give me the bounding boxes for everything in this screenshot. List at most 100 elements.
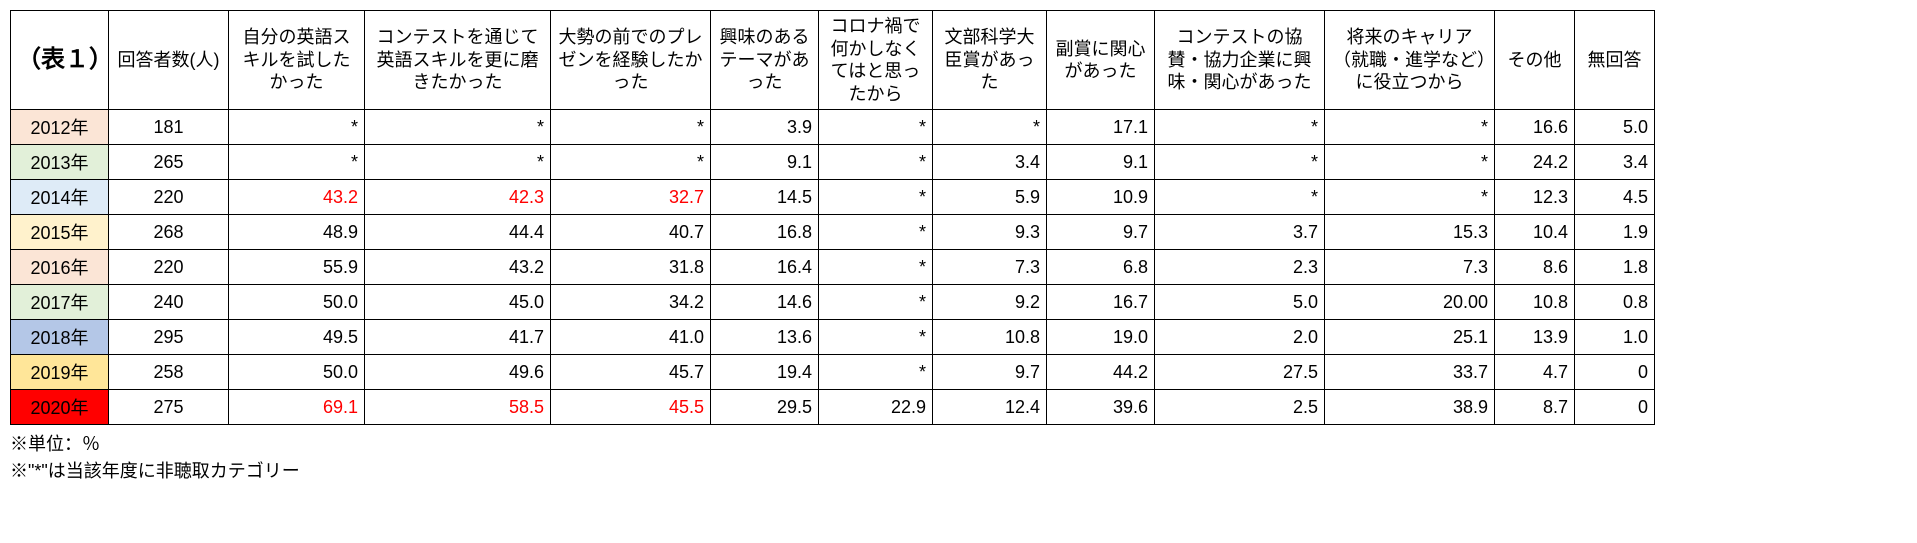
value-cell: 29.5	[711, 390, 819, 425]
value-cell: 10.8	[933, 320, 1047, 355]
value-cell: 49.6	[365, 355, 551, 390]
column-header: コンテストを通じて英語スキルを更に磨きたかった	[365, 11, 551, 110]
value-cell: 50.0	[229, 355, 365, 390]
column-header: 自分の英語スキルを試したかった	[229, 11, 365, 110]
value-cell: 40.7	[551, 215, 711, 250]
value-cell: 38.9	[1325, 390, 1495, 425]
value-cell: 1.9	[1575, 215, 1655, 250]
footnote-line: ※"*"は当該年度に非聴取カテゴリー	[10, 458, 1907, 485]
value-cell: 1.8	[1575, 250, 1655, 285]
value-cell: 9.1	[1047, 145, 1155, 180]
value-cell: *	[365, 110, 551, 145]
value-cell: 41.7	[365, 320, 551, 355]
value-cell: 9.3	[933, 215, 1047, 250]
value-cell: *	[1325, 110, 1495, 145]
respondents-cell: 295	[109, 320, 229, 355]
value-cell: 27.5	[1155, 355, 1325, 390]
value-cell: 50.0	[229, 285, 365, 320]
year-cell: 2017年	[11, 285, 109, 320]
value-cell: 7.3	[1325, 250, 1495, 285]
value-cell: 58.5	[365, 390, 551, 425]
value-cell: 34.2	[551, 285, 711, 320]
value-cell: 24.2	[1495, 145, 1575, 180]
value-cell: 13.9	[1495, 320, 1575, 355]
value-cell: *	[933, 110, 1047, 145]
value-cell: 0.8	[1575, 285, 1655, 320]
value-cell: 4.5	[1575, 180, 1655, 215]
year-cell: 2012年	[11, 110, 109, 145]
value-cell: 19.0	[1047, 320, 1155, 355]
value-cell: 17.1	[1047, 110, 1155, 145]
value-cell: 33.7	[1325, 355, 1495, 390]
value-cell: 16.7	[1047, 285, 1155, 320]
value-cell: 12.4	[933, 390, 1047, 425]
value-cell: *	[551, 145, 711, 180]
value-cell: 10.8	[1495, 285, 1575, 320]
value-cell: *	[551, 110, 711, 145]
column-header: 将来のキャリア（就職・進学など）に役立つから	[1325, 11, 1495, 110]
value-cell: 10.4	[1495, 215, 1575, 250]
table-row: 2015年26848.944.440.716.8*9.39.73.715.310…	[11, 215, 1655, 250]
value-cell: 16.8	[711, 215, 819, 250]
column-header: 回答者数(人)	[109, 11, 229, 110]
respondents-cell: 220	[109, 180, 229, 215]
value-cell: *	[1325, 180, 1495, 215]
value-cell: 42.3	[365, 180, 551, 215]
value-cell: 9.7	[1047, 215, 1155, 250]
value-cell: 49.5	[229, 320, 365, 355]
value-cell: 13.6	[711, 320, 819, 355]
value-cell: 14.6	[711, 285, 819, 320]
value-cell: 22.9	[819, 390, 933, 425]
table-row: 2018年29549.541.741.013.6*10.819.02.025.1…	[11, 320, 1655, 355]
table-row: 2020年27569.158.545.529.522.912.439.62.53…	[11, 390, 1655, 425]
value-cell: 3.4	[933, 145, 1047, 180]
value-cell: *	[1325, 145, 1495, 180]
value-cell: 39.6	[1047, 390, 1155, 425]
value-cell: 6.8	[1047, 250, 1155, 285]
value-cell: 48.9	[229, 215, 365, 250]
value-cell: 14.5	[711, 180, 819, 215]
value-cell: 32.7	[551, 180, 711, 215]
value-cell: 3.4	[1575, 145, 1655, 180]
value-cell: 3.7	[1155, 215, 1325, 250]
value-cell: 7.3	[933, 250, 1047, 285]
respondents-cell: 268	[109, 215, 229, 250]
value-cell: 41.0	[551, 320, 711, 355]
value-cell: *	[819, 180, 933, 215]
respondents-cell: 220	[109, 250, 229, 285]
value-cell: 5.9	[933, 180, 1047, 215]
value-cell: *	[229, 145, 365, 180]
table-row: 2016年22055.943.231.816.4*7.36.82.37.38.6…	[11, 250, 1655, 285]
year-cell: 2013年	[11, 145, 109, 180]
value-cell: 25.1	[1325, 320, 1495, 355]
value-cell: *	[229, 110, 365, 145]
value-cell: 8.6	[1495, 250, 1575, 285]
value-cell: 45.7	[551, 355, 711, 390]
value-cell: 44.2	[1047, 355, 1155, 390]
value-cell: 31.8	[551, 250, 711, 285]
table-row: 2013年265***9.1*3.49.1**24.23.4	[11, 145, 1655, 180]
value-cell: 16.4	[711, 250, 819, 285]
value-cell: 45.5	[551, 390, 711, 425]
value-cell: 0	[1575, 355, 1655, 390]
value-cell: 43.2	[229, 180, 365, 215]
respondents-cell: 275	[109, 390, 229, 425]
table-row: 2012年181***3.9**17.1**16.65.0	[11, 110, 1655, 145]
table-row: 2014年22043.242.332.714.5*5.910.9**12.34.…	[11, 180, 1655, 215]
value-cell: 2.5	[1155, 390, 1325, 425]
value-cell: *	[819, 285, 933, 320]
value-cell: *	[819, 320, 933, 355]
year-cell: 2020年	[11, 390, 109, 425]
value-cell: 3.9	[711, 110, 819, 145]
value-cell: 20.00	[1325, 285, 1495, 320]
column-header: 文部科学大臣賞があった	[933, 11, 1047, 110]
respondents-cell: 265	[109, 145, 229, 180]
value-cell: 5.0	[1155, 285, 1325, 320]
value-cell: 5.0	[1575, 110, 1655, 145]
value-cell: 1.0	[1575, 320, 1655, 355]
value-cell: 55.9	[229, 250, 365, 285]
year-cell: 2015年	[11, 215, 109, 250]
value-cell: 44.4	[365, 215, 551, 250]
value-cell: *	[1155, 110, 1325, 145]
value-cell: 16.6	[1495, 110, 1575, 145]
